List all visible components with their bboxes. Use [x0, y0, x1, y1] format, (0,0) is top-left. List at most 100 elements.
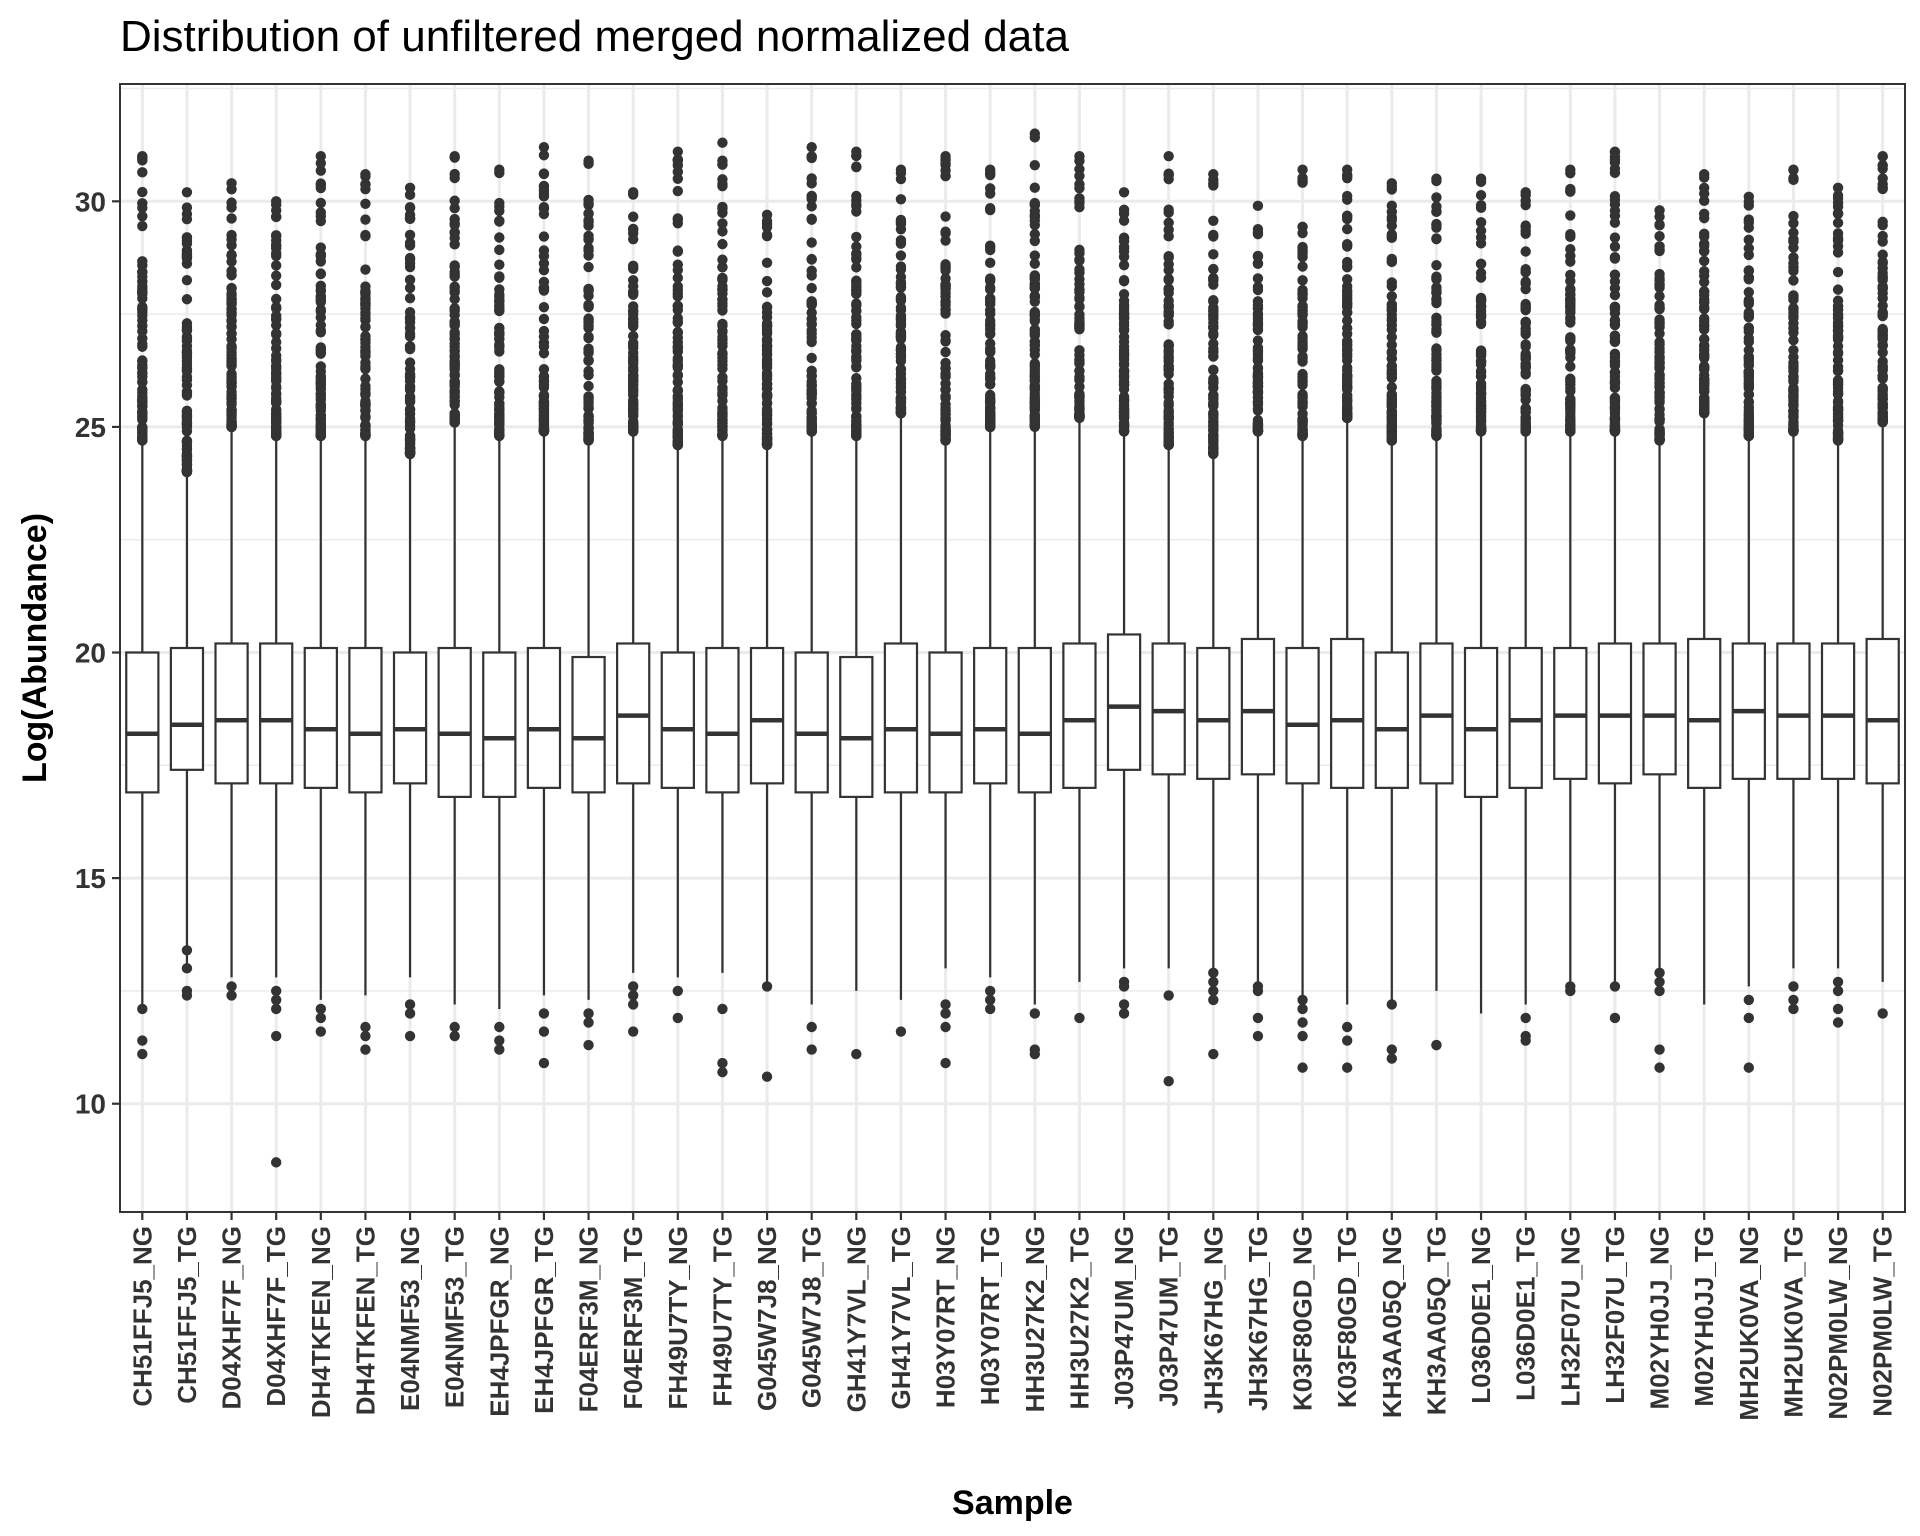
outlier-point	[1297, 308, 1308, 320]
outlier-point	[226, 405, 237, 416]
iqr-box	[1017, 646, 1052, 794]
outlier-point	[1609, 269, 1621, 280]
outlier-point	[270, 397, 282, 409]
outlier-point	[672, 376, 684, 388]
outlier-point	[315, 422, 327, 434]
outlier-point	[315, 182, 327, 194]
outlier-point	[1029, 360, 1041, 371]
outlier-point	[806, 214, 817, 225]
outlier-point	[672, 317, 684, 328]
outlier-point	[806, 152, 817, 164]
outlier-point	[226, 360, 237, 371]
outlier-point	[1118, 236, 1130, 247]
outlier-point	[717, 254, 728, 265]
outlier-point	[806, 307, 817, 318]
outlier-point	[1341, 362, 1353, 373]
outlier-point	[717, 181, 728, 192]
outlier-point	[1877, 293, 1888, 304]
x-tick-label: D04XHF7F_TG	[261, 1226, 291, 1407]
outlier-point	[583, 314, 594, 325]
outlier-point	[1832, 985, 1844, 997]
outlier-point	[1698, 392, 1710, 403]
outlier-point	[181, 450, 193, 462]
outlier-point	[1297, 164, 1308, 175]
outlier-point	[315, 215, 327, 227]
x-tick-label: CH51FFJ5_NG	[127, 1226, 157, 1407]
x-tick-label: DH4TKFEN_TG	[350, 1226, 380, 1415]
x-axis: CH51FFJ5_NG CH51FFJ5_TG D04XHF7F_NG D04XHF7…	[127, 1212, 1898, 1421]
outlier-point	[1832, 388, 1844, 399]
outlier-point	[583, 220, 594, 231]
outlier-point	[137, 303, 148, 314]
outlier-point	[1431, 364, 1442, 376]
outlier-point	[984, 242, 996, 253]
outlier-point	[806, 296, 817, 307]
outlier-point	[1029, 307, 1041, 319]
outlier-point	[806, 178, 817, 189]
outlier-point	[1743, 200, 1755, 211]
outlier-point	[940, 428, 951, 440]
box-H03Y07RT_TG	[973, 164, 1008, 1015]
outlier-point	[1029, 128, 1041, 139]
outlier-point	[181, 213, 193, 225]
outlier-point	[137, 276, 148, 287]
outlier-point	[1163, 353, 1174, 364]
outlier-point	[1877, 150, 1888, 162]
box-LH32F07U_TG	[1597, 146, 1633, 1024]
outlier-point	[137, 341, 148, 352]
outlier-point	[1252, 284, 1264, 296]
outlier-point	[806, 201, 817, 212]
outlier-point	[895, 261, 907, 272]
outlier-point	[1341, 238, 1353, 250]
x-tick-label: N02PM0LW_TG	[1868, 1226, 1898, 1417]
outlier-point	[851, 329, 862, 340]
x-tick-label: N02PM0LW_NG	[1823, 1226, 1853, 1420]
outlier-point	[449, 150, 460, 162]
outlier-point	[1654, 967, 1665, 979]
outlier-point	[1386, 408, 1398, 419]
outlier-point	[181, 325, 193, 336]
outlier-point	[1609, 210, 1621, 222]
outlier-point	[1386, 353, 1398, 364]
outlier-point	[494, 244, 505, 256]
outlier-point	[627, 211, 639, 222]
outlier-point	[761, 1071, 773, 1082]
iqr-box	[1419, 642, 1454, 785]
outlier-point	[270, 303, 282, 314]
y-axis: 10 15 20 25 30	[75, 186, 120, 1120]
outlier-point	[270, 270, 282, 281]
outlier-point	[806, 1044, 817, 1055]
outlier-point	[1788, 412, 1799, 423]
box-GH41Y7VL_NG	[839, 146, 874, 1060]
outlier-point	[1118, 348, 1130, 359]
outlier-point	[1609, 232, 1621, 243]
outlier-point	[1609, 307, 1621, 319]
outlier-point	[1698, 255, 1710, 267]
outlier-point	[940, 371, 951, 383]
outlier-point	[1877, 410, 1888, 422]
outlier-point	[1698, 169, 1710, 180]
outlier-point	[806, 398, 817, 409]
outlier-point	[895, 393, 907, 405]
outlier-point	[1386, 304, 1398, 316]
x-tick-label: M02YH0JJ_TG	[1689, 1226, 1719, 1407]
outlier-point	[717, 347, 728, 359]
outlier-point	[940, 336, 951, 347]
outlier-point	[1698, 408, 1710, 419]
outlier-point	[1118, 246, 1130, 257]
y-tick-label: 25	[75, 412, 106, 443]
outlier-point	[538, 231, 550, 242]
outlier-point	[761, 378, 773, 390]
outlier-point	[1252, 396, 1264, 408]
outlier-point	[1208, 338, 1219, 349]
outlier-point	[494, 333, 505, 345]
outlier-point	[1743, 389, 1755, 400]
outlier-point	[494, 232, 505, 243]
outlier-point	[181, 386, 193, 397]
box-FH49U7TY_TG	[705, 137, 740, 1078]
box-K03F80GD_TG	[1330, 164, 1365, 1073]
outlier-point	[1208, 169, 1219, 180]
outlier-point	[984, 328, 996, 339]
outlier-point	[1431, 192, 1442, 203]
outlier-point	[1565, 164, 1576, 175]
